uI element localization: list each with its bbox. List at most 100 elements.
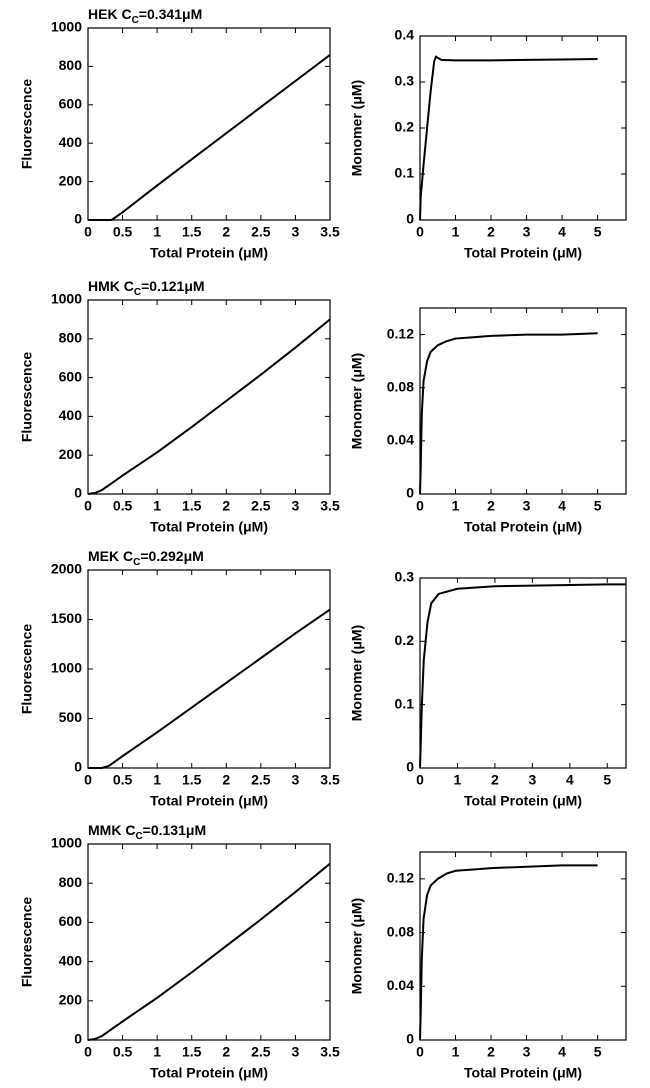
panel: 0 1 2 3 4 5 0 0.1 0.2 0.3 Total Protein (μM) Monome… — [349, 569, 627, 809]
data-line — [88, 54, 331, 221]
title-part: HEK C — [88, 6, 132, 22]
x-tick-label: 3 — [292, 1044, 300, 1060]
y-tick-label: 400 — [59, 407, 83, 423]
panel: HEK CC=0.341μM 0 0.5 1 1.5 2 2.5 3 3.5 0 200 400 600… — [19, 6, 340, 261]
x-tick-label: 1 — [454, 772, 462, 788]
y-axis-label: Monomer (μM) — [349, 898, 365, 994]
x-tick-label: 2 — [222, 498, 230, 514]
x-tick-label: 5 — [594, 224, 602, 240]
x-tick-label: 2 — [487, 498, 495, 514]
panel: MMK CC=0.131μM 0 0.5 1 1.5 2 2.5 3 3.5 0 200 400 600… — [19, 822, 340, 1081]
x-tick-label: 3 — [292, 498, 300, 514]
y-tick-label: 400 — [59, 952, 83, 968]
title-part: =0.341μM — [139, 6, 202, 22]
y-tick-label: 0.12 — [387, 870, 414, 886]
x-tick-label: 0.5 — [113, 772, 133, 788]
panel-title: MEK CC=0.292μM — [88, 548, 204, 568]
x-tick-label: 4 — [566, 772, 574, 788]
data-line — [419, 55, 598, 221]
y-tick-label: 0.2 — [395, 119, 415, 135]
y-tick-label: 800 — [59, 330, 83, 346]
x-tick-label: 1 — [153, 224, 161, 240]
x-tick-label: 4 — [558, 498, 566, 514]
y-axis-label: Monomer (μM) — [349, 353, 365, 449]
axes-frame — [419, 851, 627, 1041]
y-tick-label: 0 — [406, 485, 414, 501]
y-tick-label: 400 — [59, 134, 83, 150]
y-tick-label: 1000 — [51, 19, 82, 35]
y-tick-label: 0.4 — [395, 27, 415, 43]
x-tick-label: 1.5 — [182, 498, 202, 514]
x-tick-label: 4 — [558, 1044, 566, 1060]
x-tick-label: 0 — [84, 224, 92, 240]
panel: 0 1 2 3 4 5 0 0.04 0.08 0.12 Total Protein (μM) Mon… — [349, 307, 627, 535]
x-tick-label: 5 — [594, 498, 602, 514]
x-tick-label: 3.5 — [320, 772, 340, 788]
x-axis-label: Total Protein (μM) — [150, 793, 268, 809]
y-tick-label: 0.1 — [395, 695, 415, 711]
axes-frame — [419, 577, 627, 769]
y-tick-label: 1000 — [51, 660, 82, 676]
x-tick-label: 1.5 — [182, 224, 202, 240]
x-tick-label: 1 — [153, 772, 161, 788]
x-tick-label: 1 — [153, 498, 161, 514]
x-tick-label: 2 — [487, 224, 495, 240]
x-tick-label: 3 — [292, 224, 300, 240]
panel-title: HEK CC=0.341μM — [88, 6, 202, 26]
y-tick-label: 0 — [406, 1031, 414, 1047]
y-tick-label: 200 — [59, 992, 83, 1008]
x-tick-label: 3 — [523, 498, 531, 514]
y-tick-label: 1000 — [51, 835, 82, 851]
x-axis-label: Total Protein (μM) — [464, 793, 582, 809]
data-line — [87, 318, 331, 495]
data-line — [419, 864, 598, 1041]
y-tick-label: 200 — [59, 172, 83, 188]
axes-frame — [87, 299, 331, 495]
x-tick-label: 2 — [222, 772, 230, 788]
data-line — [419, 583, 626, 769]
panel: 0 1 2 3 4 5 0 0.1 0.2 0.3 0.4 Total Protein (μM) Mon… — [349, 27, 627, 261]
axes-frame — [87, 27, 331, 221]
y-tick-label: 0 — [406, 211, 414, 227]
title-part: =0.131μM — [143, 822, 206, 838]
x-tick-label: 3 — [292, 772, 300, 788]
x-tick-label: 2 — [222, 224, 230, 240]
title-part: MEK C — [88, 548, 133, 564]
y-tick-label: 800 — [59, 874, 83, 890]
x-tick-label: 0 — [416, 772, 424, 788]
x-tick-label: 4 — [558, 224, 566, 240]
x-tick-label: 2 — [491, 772, 499, 788]
y-axis-label: Monomer (μM) — [349, 625, 365, 721]
x-axis-label: Total Protein (μM) — [464, 245, 582, 261]
y-tick-label: 0 — [74, 485, 82, 501]
y-tick-label: 600 — [59, 913, 83, 929]
data-line — [87, 862, 331, 1041]
x-axis-label: Total Protein (μM) — [464, 519, 582, 535]
x-tick-label: 0 — [84, 498, 92, 514]
y-axis-label: Fluorescence — [19, 79, 35, 169]
x-tick-label: 5 — [594, 1044, 602, 1060]
x-tick-label: 3.5 — [320, 498, 340, 514]
y-tick-label: 0 — [74, 1031, 82, 1047]
x-axis-label: Total Protein (μM) — [464, 1065, 582, 1081]
title-part: C — [133, 557, 140, 568]
axes-frame — [87, 569, 331, 769]
x-tick-label: 3 — [523, 1044, 531, 1060]
x-tick-label: 3.5 — [320, 1044, 340, 1060]
x-tick-label: 0 — [84, 772, 92, 788]
axes-frame — [419, 307, 627, 495]
y-tick-label: 0.12 — [387, 325, 414, 341]
y-tick-label: 0.08 — [387, 923, 414, 939]
panel: HMK CC=0.121μM 0 0.5 1 1.5 2 2.5 3 3.5 0 200 400 600… — [19, 278, 340, 535]
y-tick-label: 0 — [406, 759, 414, 775]
x-tick-label: 0.5 — [113, 224, 133, 240]
title-part: =0.121μM — [141, 278, 204, 294]
axes-frame — [419, 35, 627, 221]
x-tick-label: 1 — [452, 224, 460, 240]
y-axis-label: Fluorescence — [19, 352, 35, 442]
title-part: =0.292μM — [140, 548, 203, 564]
y-tick-label: 0.1 — [395, 165, 415, 181]
panel: MEK CC=0.292μM 0 0.5 1 1.5 2 2.5 3 3.5 0 500 1000 15… — [19, 548, 340, 809]
axes-frame — [87, 843, 331, 1041]
